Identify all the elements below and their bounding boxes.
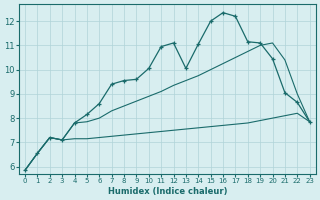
X-axis label: Humidex (Indice chaleur): Humidex (Indice chaleur) [108,187,227,196]
